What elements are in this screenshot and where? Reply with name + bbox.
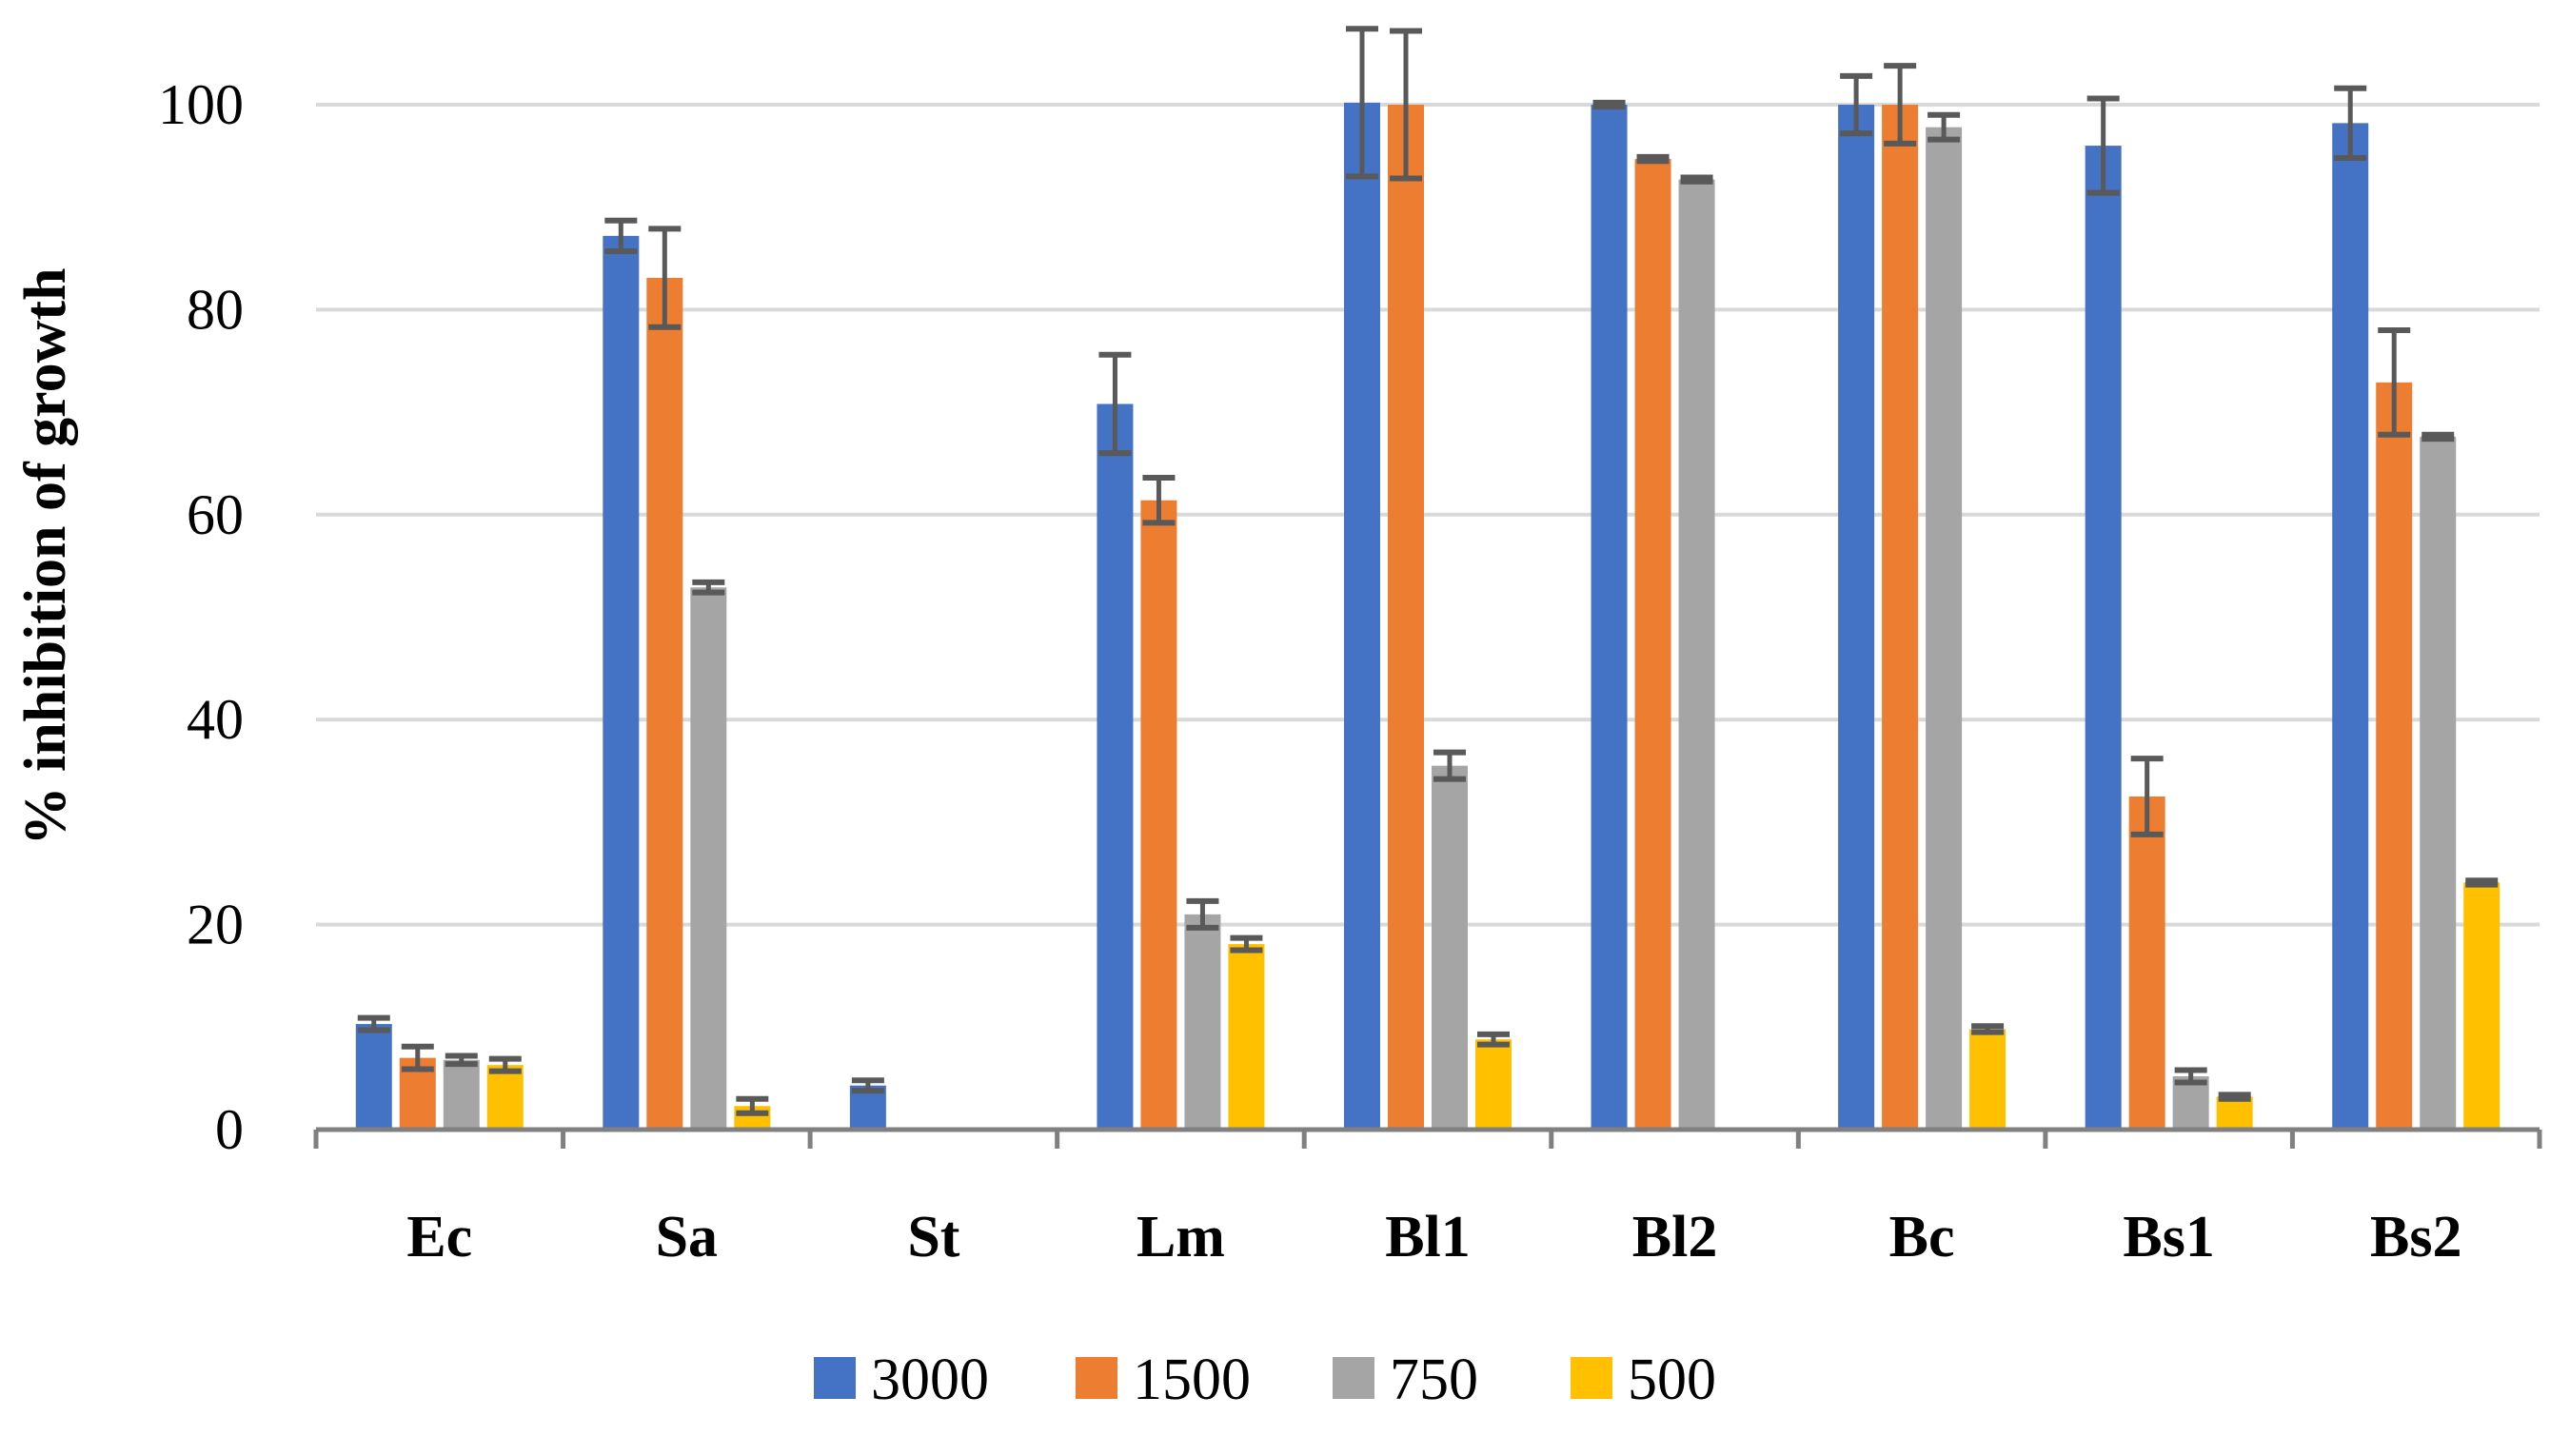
y-tick-label: 100 <box>158 73 244 136</box>
bar-1500-Sa <box>646 278 683 1130</box>
bar-500-Bc <box>1969 1029 2006 1130</box>
bar-750-Sa <box>690 587 727 1130</box>
bar-1500-Bl1 <box>1388 105 1424 1130</box>
bar-3000-Bc <box>1838 105 1875 1130</box>
legend-label-750: 750 <box>1390 1348 1478 1412</box>
bar-3000-Sa <box>603 235 640 1130</box>
legend-swatch-750 <box>1333 1357 1374 1399</box>
legend: 3000 1500 750 500 <box>814 1348 1716 1412</box>
bar-500-Ec <box>486 1065 524 1130</box>
bar-500-Bs2 <box>2463 882 2501 1130</box>
bar-750-Bc <box>1926 127 1963 1131</box>
bar-500-Bs1 <box>2216 1096 2253 1130</box>
bar-500-Lm <box>1228 944 1265 1130</box>
bar-750-Bs2 <box>2420 436 2457 1130</box>
bar-750-Ec <box>443 1059 480 1130</box>
bar-3000-Bl2 <box>1591 105 1628 1130</box>
gridlines <box>316 103 2540 927</box>
category-label-Bs2: Bs2 <box>2370 1205 2461 1269</box>
x-axis <box>313 1127 2542 1149</box>
category-label-Bl2: Bl2 <box>1632 1205 1718 1269</box>
y-axis-title: % inhibition of growth <box>13 268 78 846</box>
bar-1500-Bl2 <box>1634 159 1671 1130</box>
bars <box>355 102 2501 1131</box>
y-tick-label: 40 <box>187 688 244 751</box>
y-tick-label: 20 <box>187 894 244 956</box>
bar-3000-Bs1 <box>2085 146 2122 1131</box>
category-label-Bl1: Bl1 <box>1385 1205 1471 1269</box>
category-label-Ec: Ec <box>406 1205 472 1269</box>
category-labels: Ec Sa St Lm Bl1 Bl2 Bc Bs1 Bs2 <box>406 1205 2461 1269</box>
error-bars <box>357 26 2499 1116</box>
category-label-Lm: Lm <box>1137 1205 1225 1269</box>
bar-3000-Lm <box>1097 403 1134 1130</box>
y-tick-labels: 0 20 40 60 80 100 <box>158 73 244 1161</box>
bar-750-Bl2 <box>1678 179 1715 1131</box>
bar-1500-Lm <box>1140 500 1177 1130</box>
legend-swatch-1500 <box>1076 1357 1117 1399</box>
bar-3000-Bs2 <box>2332 123 2369 1131</box>
bar-3000-Ec <box>355 1024 392 1130</box>
y-tick-label: 80 <box>187 278 244 341</box>
bar-750-Bl1 <box>1432 765 1468 1130</box>
bar-1500-Bs1 <box>2128 796 2165 1130</box>
y-tick-label: 0 <box>215 1098 244 1161</box>
legend-label-500: 500 <box>1628 1348 1716 1412</box>
bar-1500-Bc <box>1882 105 1919 1130</box>
bar-3000-Bl1 <box>1344 102 1380 1131</box>
legend-label-1500: 1500 <box>1133 1348 1251 1412</box>
legend-label-3000: 3000 <box>871 1348 989 1412</box>
category-label-Bc: Bc <box>1889 1205 1955 1269</box>
y-tick-label: 60 <box>187 483 244 546</box>
bar-500-Bl1 <box>1475 1039 1512 1130</box>
bar-750-Lm <box>1184 914 1221 1130</box>
category-label-Bs1: Bs1 <box>2123 1205 2214 1269</box>
category-label-Sa: Sa <box>656 1205 718 1269</box>
bar-1500-Bs2 <box>2376 382 2413 1130</box>
legend-swatch-3000 <box>814 1357 856 1399</box>
legend-swatch-500 <box>1571 1357 1612 1399</box>
category-label-St: St <box>907 1205 959 1269</box>
